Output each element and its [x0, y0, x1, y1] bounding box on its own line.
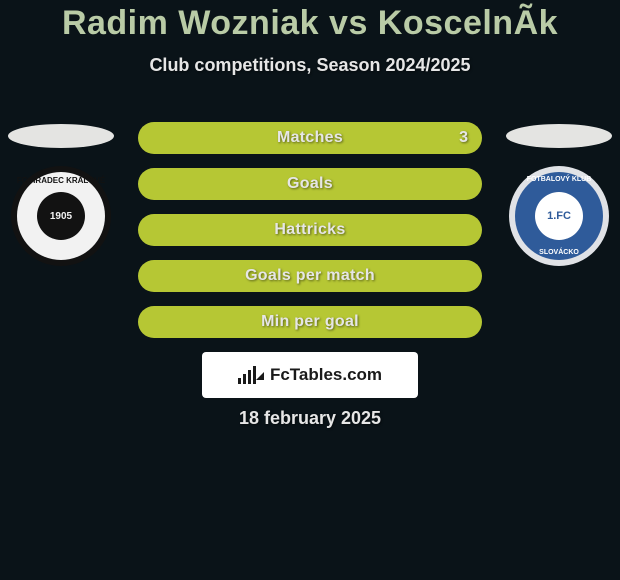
- page-title: Radim Wozniak vs KoscelnÃk: [0, 0, 620, 43]
- stat-label: Goals per match: [245, 267, 375, 285]
- stat-bar-hattricks: Hattricks: [138, 214, 482, 246]
- crest-ring-text: FC HRADEC KRÁLOVÉ: [11, 176, 111, 185]
- chart-icon: [238, 366, 264, 384]
- player-placeholder-oval: [8, 124, 114, 148]
- stat-label: Goals: [287, 175, 333, 193]
- branding-text: FcTables.com: [270, 365, 382, 385]
- crest-ring-text: FOTBALOVÝ KLUB: [509, 176, 609, 183]
- stat-value: 3: [459, 129, 468, 147]
- stat-bar-goals-per-match: Goals per match: [138, 260, 482, 292]
- stat-label: Hattricks: [274, 221, 345, 239]
- right-club-crest: FOTBALOVÝ KLUB 1.FC SLOVÁCKO: [509, 166, 609, 266]
- stat-label: Matches: [277, 129, 343, 147]
- player-placeholder-oval: [506, 124, 612, 148]
- stat-bar-matches: Matches 3: [138, 122, 482, 154]
- stat-bar-min-per-goal: Min per goal: [138, 306, 482, 338]
- left-club-crest: FC HRADEC KRÁLOVÉ 1905: [11, 166, 111, 266]
- crest-center: 1905: [37, 192, 85, 240]
- crest-center-text: 1.FC: [547, 210, 571, 222]
- crest-center-text: 1905: [50, 211, 72, 222]
- stat-label: Min per goal: [261, 313, 359, 331]
- left-player-slot: FC HRADEC KRÁLOVÉ 1905: [6, 124, 116, 266]
- stat-bar-goals: Goals: [138, 168, 482, 200]
- date-text: 18 february 2025: [0, 408, 620, 429]
- crest-bottom-text: SLOVÁCKO: [509, 249, 609, 256]
- subtitle: Club competitions, Season 2024/2025: [0, 55, 620, 76]
- crest-center: 1.FC: [535, 192, 583, 240]
- right-player-slot: FOTBALOVÝ KLUB 1.FC SLOVÁCKO: [504, 124, 614, 266]
- branding-logo: FcTables.com: [202, 352, 418, 398]
- stat-bars: Matches 3 Goals Hattricks Goals per matc…: [138, 122, 482, 338]
